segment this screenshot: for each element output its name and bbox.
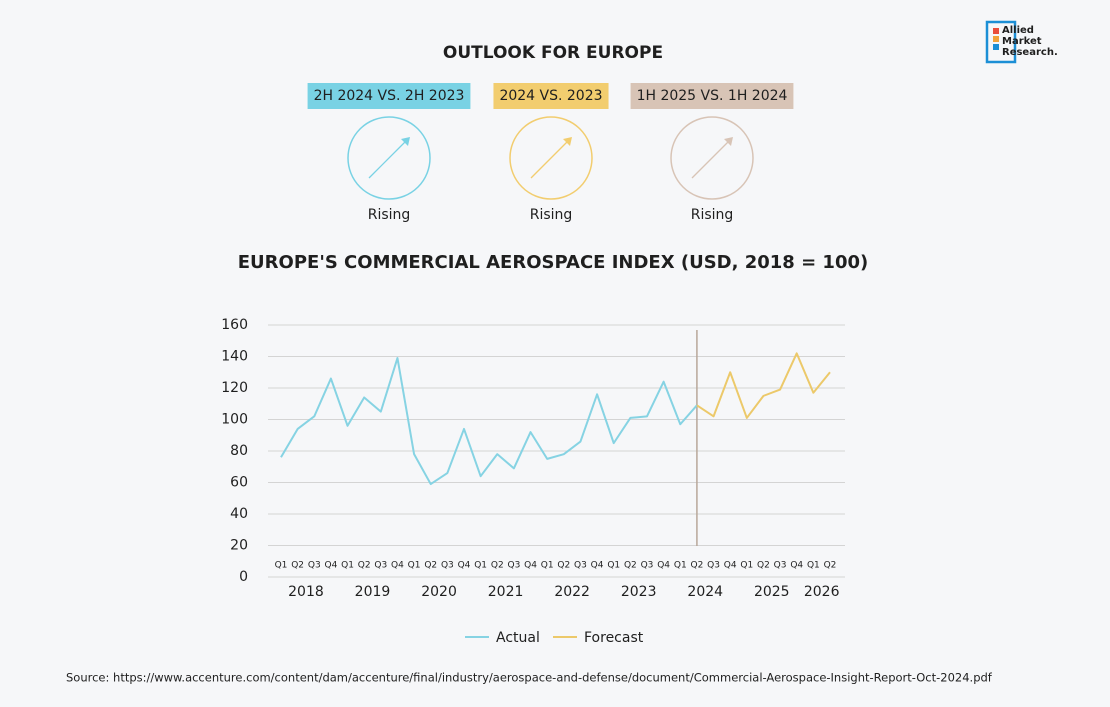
outlook-label-bg	[307, 83, 471, 109]
outlook-label: 2H 2024 VS. 2H 2023	[314, 88, 465, 104]
x-tick-label: Q3	[508, 561, 521, 571]
outlook-label-bg	[493, 83, 609, 109]
x-tick-label: Q3	[707, 561, 720, 571]
x-tick-label: Q1	[674, 561, 687, 571]
x-tick-label: Q2	[291, 561, 304, 571]
x-tick-label: Q1	[474, 561, 487, 571]
logo-text: Research.	[1002, 47, 1058, 58]
outlook-circle	[670, 116, 754, 200]
logo-block	[993, 28, 999, 34]
x-tick-label: Q1	[341, 561, 354, 571]
outlook-status: Rising	[691, 207, 734, 223]
x-tick-label: Q4	[657, 561, 670, 571]
logo-text: Market	[1002, 36, 1042, 47]
outlook-label: 1H 2025 VS. 1H 2024	[637, 88, 788, 104]
logo-frame	[985, 20, 1017, 64]
outlook-label: 2024 VS. 2023	[499, 88, 602, 104]
y-tick-label: 80	[230, 443, 248, 459]
year-label: 2019	[355, 584, 391, 600]
data-line	[280, 357, 698, 486]
x-tick-label: Q4	[591, 561, 604, 571]
outlook-arrowhead	[724, 137, 733, 146]
x-tick-label: Q1	[740, 561, 753, 571]
year-label: 2023	[621, 584, 657, 600]
year-label: 2022	[554, 584, 590, 600]
y-tick-label: 100	[221, 412, 248, 428]
year-label: 2020	[421, 584, 457, 600]
x-tick-label: Q4	[325, 561, 338, 571]
outlook-circle	[347, 116, 431, 200]
x-tick-label: Q2	[691, 561, 704, 571]
y-tick-label: 140	[221, 349, 248, 365]
chart-title: EUROPE'S COMMERCIAL AEROSPACE INDEX (USD…	[238, 252, 868, 273]
logo: Allied Market Research.	[985, 20, 1058, 64]
year-label: 2026	[804, 584, 840, 600]
source: Source: https://www.accenture.com/conten…	[66, 671, 993, 685]
x-tick-label: Q3	[574, 561, 587, 571]
y-tick-label: 0	[239, 569, 248, 585]
year-label: 2018	[288, 584, 324, 600]
logo-text: Allied	[1002, 25, 1034, 36]
x-tick-label: Q1	[408, 561, 421, 571]
x-tick-label: Q3	[641, 561, 654, 571]
x-tick-label: Q4	[391, 561, 404, 571]
x-tick-label: Q2	[757, 561, 770, 571]
x-tick-label: Q2	[557, 561, 570, 571]
y-tick-label: 160	[221, 317, 248, 333]
outlook-arrowhead	[563, 137, 572, 146]
x-tick-label: Q2	[624, 561, 637, 571]
outlook-label-bg	[630, 83, 794, 109]
x-tick-label: Q1	[807, 561, 820, 571]
outlook-status: Rising	[530, 207, 573, 223]
x-tick-label: Q1	[275, 561, 288, 571]
x-tick-label: Q3	[774, 561, 787, 571]
x-tick-label: Q1	[607, 561, 620, 571]
outlook-arrow	[691, 139, 731, 179]
outlook-arrow	[530, 139, 570, 179]
data-line	[696, 352, 831, 419]
outlook-title: OUTLOOK FOR EUROPE	[443, 43, 663, 63]
x-tick-label: Q4	[724, 561, 737, 571]
outlook-circle	[509, 116, 593, 200]
x-tick-label: Q2	[424, 561, 437, 571]
logo-block	[993, 44, 999, 50]
outlook-arrowhead	[401, 137, 410, 146]
x-tick-label: Q3	[441, 561, 454, 571]
y-tick-label: 20	[230, 538, 248, 554]
x-tick-label: Q4	[524, 561, 537, 571]
legend-label: Actual	[496, 630, 540, 646]
year-label: 2025	[754, 584, 790, 600]
x-tick-label: Q4	[458, 561, 471, 571]
y-tick-label: 60	[230, 475, 248, 491]
legend-label: Forecast	[584, 630, 644, 646]
x-tick-label: Q3	[374, 561, 387, 571]
x-tick-label: Q3	[308, 561, 321, 571]
x-tick-label: Q4	[790, 561, 803, 571]
x-tick-label: Q1	[541, 561, 554, 571]
year-label: 2024	[687, 584, 723, 600]
outlook-arrow	[368, 139, 408, 179]
y-tick-label: 120	[221, 380, 248, 396]
outlook-status: Rising	[368, 207, 411, 223]
y-tick-label: 40	[230, 506, 248, 522]
x-tick-label: Q2	[824, 561, 837, 571]
x-tick-label: Q2	[491, 561, 504, 571]
year-label: 2021	[488, 584, 524, 600]
x-tick-label: Q2	[358, 561, 371, 571]
logo-block	[993, 36, 999, 42]
